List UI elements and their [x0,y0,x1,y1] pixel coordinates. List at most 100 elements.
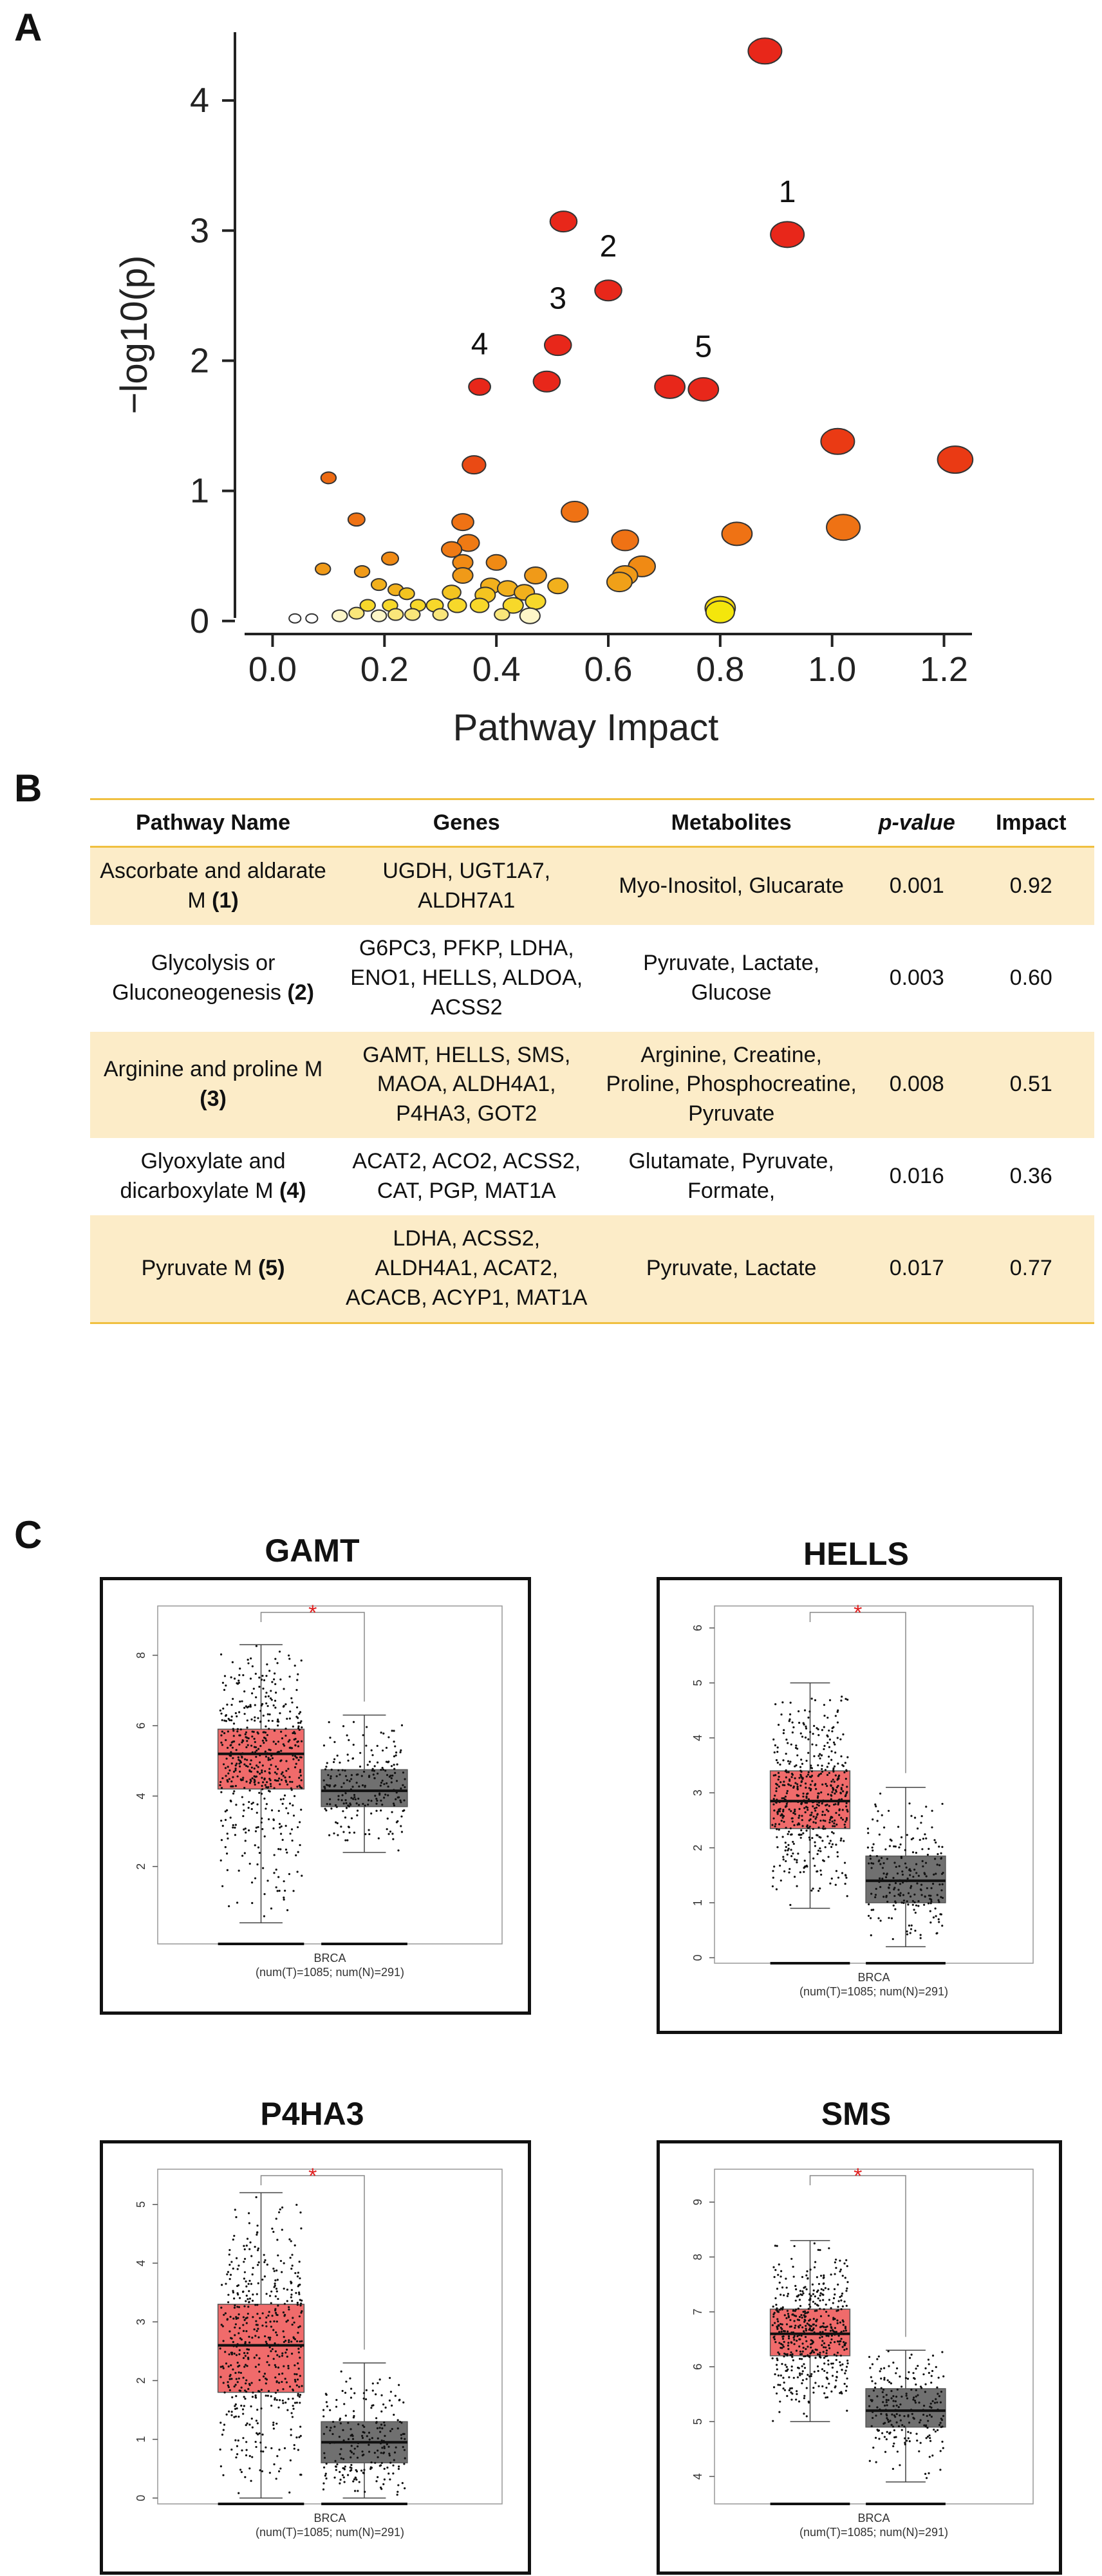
sample-point [343,2481,346,2483]
sample-point [242,2324,245,2326]
sample-point [930,1900,933,1903]
sample-point [288,2339,290,2342]
sample-point [792,1840,794,1843]
cell-impact: 0.51 [967,1031,1094,1139]
sample-point [261,1817,263,1820]
sample-point [340,2448,342,2450]
sample-point [244,2397,247,2400]
sample-point [382,1797,386,1799]
sample-point [370,1812,373,1815]
sample-point [909,1932,911,1934]
sample-point [893,2414,896,2417]
scatter-point [747,37,783,65]
sample-point [895,2367,899,2370]
sample-point [251,1665,254,1668]
sample-point [277,2254,279,2257]
sample-point [799,2374,801,2376]
sample-point [359,1751,362,1754]
sample-point [346,1753,349,1756]
sample-point [274,1742,277,1746]
sample-point [301,1874,303,1877]
sample-point [342,1802,345,1805]
sample-point [298,2293,301,2295]
sample-point [287,1812,290,1815]
cell-pvalue: 0.017 [865,1215,968,1324]
sample-point [295,2340,299,2342]
sample-point [803,2330,805,2333]
sample-point [788,1778,791,1781]
sample-point [790,2387,793,2389]
sample-point [335,1821,337,1824]
sample-point [834,1825,836,1827]
sample-point [288,2238,291,2241]
sample-point [256,2249,259,2252]
sample-point [778,2308,781,2311]
sample-point [377,2382,379,2384]
sample-point [787,1833,789,1835]
sample-point [357,1804,360,1806]
sample-point [322,1744,326,1747]
sample-point [804,1736,807,1739]
sample-point [274,1683,277,1686]
sample-point [821,2331,824,2333]
sample-point [349,1802,351,1805]
sample-point [265,2382,267,2385]
sample-point [249,2241,252,2244]
sample-point [820,1873,823,1876]
sample-point [225,2413,228,2416]
sample-point [281,2228,283,2231]
sample-point [299,2302,303,2305]
sample-point [219,2422,222,2424]
sample-point [801,2365,803,2367]
sample-point [838,1814,841,1816]
sample-point [805,2329,807,2332]
sample-point [899,2375,901,2378]
sample-point [812,2289,815,2291]
scatter-point [348,606,365,620]
sample-point [785,2286,788,2289]
sample-point [915,2367,917,2370]
sample-point [845,1697,847,1700]
sample-point [872,1849,874,1852]
sample-point [294,2380,297,2383]
sample-point [274,2397,276,2400]
sample-point [299,1843,301,1847]
sample-point [350,1817,353,1820]
sample-point [245,1731,248,1733]
sample-point [253,1775,256,1778]
sample-point [241,2408,245,2411]
sample-point [771,2357,774,2360]
sample-point [404,1786,406,1789]
sample-point [234,1764,237,1767]
sample-point [775,1888,778,1890]
sample-point [238,2306,241,2308]
sample-point [281,2380,283,2384]
sample-point [290,2412,293,2414]
sample-point [777,1778,780,1781]
sample-point [292,2397,294,2400]
sample-point [776,2358,779,2362]
y-tick-label: 6 [691,2364,704,2370]
sample-point [821,1811,824,1813]
sample-point [804,2355,807,2358]
sample-point [245,1831,247,1834]
sample-point [277,2382,281,2384]
sample-point [832,1786,834,1789]
sample-point [326,1762,328,1764]
sample-point [327,1774,330,1777]
sample-point [889,2420,892,2422]
sample-point [393,1764,395,1766]
sample-point [817,1775,819,1777]
sample-point [797,1795,800,1797]
sample-point [386,2466,389,2469]
sample-point [400,1825,402,1827]
sample-point [234,1769,237,1771]
sample-point [938,1921,940,1923]
sample-point [234,2384,237,2386]
sample-point [801,2290,804,2293]
sample-point [819,2326,822,2328]
sample-point [363,2431,366,2434]
col-header-pvalue: p-value [865,798,968,848]
sample-point [790,2391,792,2394]
